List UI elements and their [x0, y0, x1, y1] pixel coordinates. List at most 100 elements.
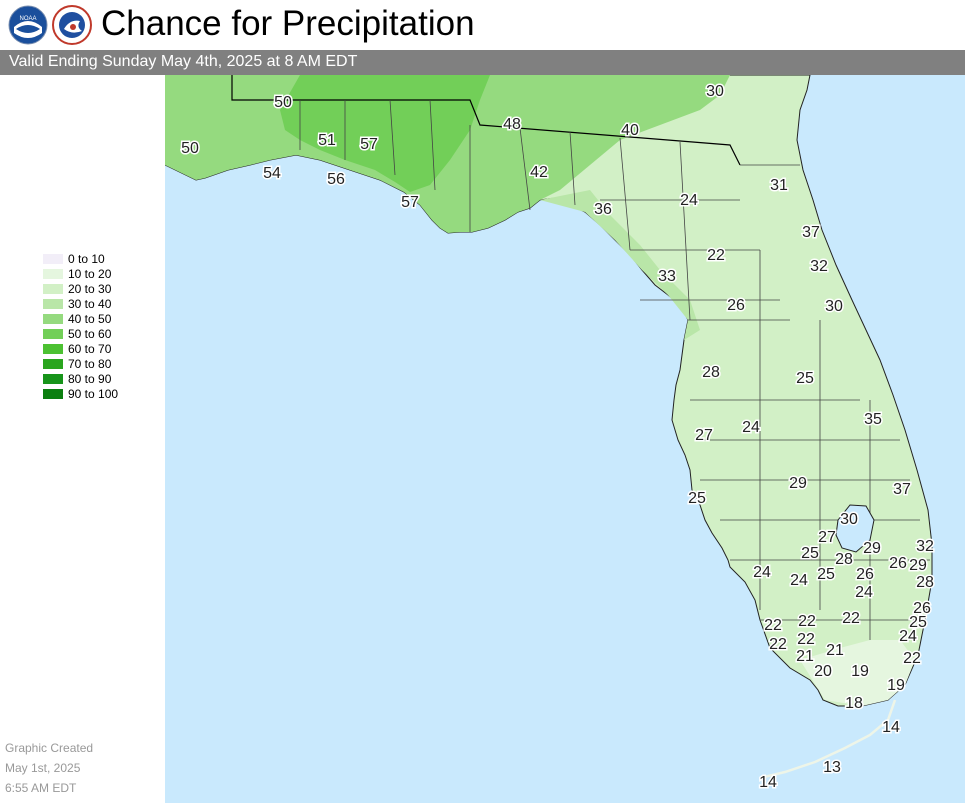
precip-value: 32: [916, 538, 934, 555]
precip-value: 22: [903, 650, 921, 667]
precip-value: 28: [835, 551, 853, 568]
precip-value: 22: [707, 247, 725, 264]
valid-time-text: Valid Ending Sunday May 4th, 2025 at 8 A…: [9, 53, 358, 70]
valid-time-bar: Valid Ending Sunday May 4th, 2025 at 8 A…: [0, 50, 965, 75]
precip-value: 31: [770, 177, 788, 194]
legend-item: 0 to 10: [43, 252, 153, 267]
legend-label: 40 to 50: [68, 312, 112, 326]
header: NOAA Chance for Precipitation: [0, 0, 965, 50]
legend-swatch: [43, 344, 63, 354]
legend: 0 to 10 10 to 20 20 to 30 30 to 40 40 to…: [43, 252, 153, 402]
precipitation-map: 50 30 48 40 50 51 57 54 56 57 42 31 36 2…: [165, 75, 965, 803]
legend-item: 80 to 90: [43, 372, 153, 387]
precip-value: 20: [814, 663, 832, 680]
precip-value: 26: [727, 297, 745, 314]
precip-value: 30: [840, 511, 858, 528]
legend-label: 20 to 30: [68, 282, 112, 296]
precip-value: 22: [797, 631, 815, 648]
precip-value: 26: [856, 566, 874, 583]
legend-swatch: [43, 329, 63, 339]
precip-value: 28: [702, 364, 720, 381]
precip-value: 32: [810, 258, 828, 275]
precip-value: 14: [882, 719, 900, 736]
precip-value: 19: [851, 663, 869, 680]
svg-text:NOAA: NOAA: [19, 16, 36, 22]
precip-values: 50 30 48 40 50 51 57 54 56 57 42 31 36 2…: [180, 82, 936, 793]
legend-item: 40 to 50: [43, 312, 153, 327]
legend-swatch: [43, 299, 63, 309]
precip-value: 21: [826, 642, 844, 659]
created-date: May 1st, 2025: [5, 761, 81, 775]
legend-item: 50 to 60: [43, 327, 153, 342]
legend-item: 20 to 30: [43, 282, 153, 297]
precip-value: 24: [742, 419, 760, 436]
precip-value: 19: [887, 677, 905, 694]
precip-value: 30: [706, 83, 724, 100]
precip-value: 25: [801, 545, 819, 562]
precip-value: 29: [863, 540, 881, 557]
precip-value: 57: [401, 194, 419, 211]
precip-value: 51: [318, 132, 336, 149]
legend-item: 60 to 70: [43, 342, 153, 357]
legend-swatch: [43, 314, 63, 324]
precip-value: 30: [825, 298, 843, 315]
noaa-logo-icon: NOAA: [8, 5, 48, 45]
band-50-60: [280, 75, 490, 192]
legend-item: 30 to 40: [43, 297, 153, 312]
legend-label: 50 to 60: [68, 327, 112, 341]
legend-label: 60 to 70: [68, 342, 112, 356]
precip-value: 56: [327, 171, 345, 188]
precip-value: 27: [818, 529, 836, 546]
legend-label: 70 to 80: [68, 357, 112, 371]
precip-value: 14: [759, 774, 777, 791]
precip-value: 36: [594, 201, 612, 218]
precip-value: 40: [621, 122, 639, 139]
legend-swatch: [43, 269, 63, 279]
nws-logo-icon: [52, 5, 92, 45]
precip-value: 29: [909, 557, 927, 574]
boundaries: [231, 75, 930, 640]
precip-value: 22: [764, 617, 782, 634]
precip-value: 25: [817, 566, 835, 583]
legend-swatch: [43, 374, 63, 384]
precip-value: 26: [889, 555, 907, 572]
precip-value: 50: [274, 94, 292, 111]
precip-value: 24: [790, 572, 808, 589]
precip-value: 35: [864, 411, 882, 428]
page-title: Chance for Precipitation: [101, 4, 475, 43]
legend-label: 90 to 100: [68, 387, 119, 401]
precip-value: 24: [753, 564, 771, 581]
created-time: 6:55 AM EDT: [5, 781, 77, 795]
legend-label: 30 to 40: [68, 297, 112, 311]
legend-item: 90 to 100: [43, 387, 153, 402]
precip-value: 13: [823, 759, 841, 776]
legend-swatch: [43, 389, 63, 399]
precip-value: 37: [893, 481, 911, 498]
legend-swatch: [43, 254, 63, 264]
precip-value: 22: [798, 613, 816, 630]
legend-swatch: [43, 359, 63, 369]
precip-value: 54: [263, 165, 281, 182]
precip-value: 50: [181, 140, 199, 157]
precip-value: 24: [899, 628, 917, 645]
precip-value: 37: [802, 224, 820, 241]
precip-value: 27: [695, 427, 713, 444]
precip-value: 25: [688, 490, 706, 507]
band-10-20: [800, 640, 915, 706]
precip-value: 33: [658, 268, 676, 285]
precip-value: 25: [796, 370, 814, 387]
precip-value: 18: [845, 695, 863, 712]
created-label: Graphic Created: [5, 741, 94, 755]
precip-value: 28: [916, 574, 934, 591]
precip-value: 57: [360, 136, 378, 153]
precip-value: 29: [789, 475, 807, 492]
precip-value: 26: [913, 600, 931, 617]
lake-okeechobee: [835, 504, 875, 553]
precip-value: 42: [530, 164, 548, 181]
precip-value: 25: [909, 614, 927, 631]
precip-value: 24: [855, 584, 873, 601]
precip-value: 21: [796, 648, 814, 665]
legend-item: 10 to 20: [43, 267, 153, 282]
legend-swatch: [43, 284, 63, 294]
precip-value: 22: [769, 636, 787, 653]
